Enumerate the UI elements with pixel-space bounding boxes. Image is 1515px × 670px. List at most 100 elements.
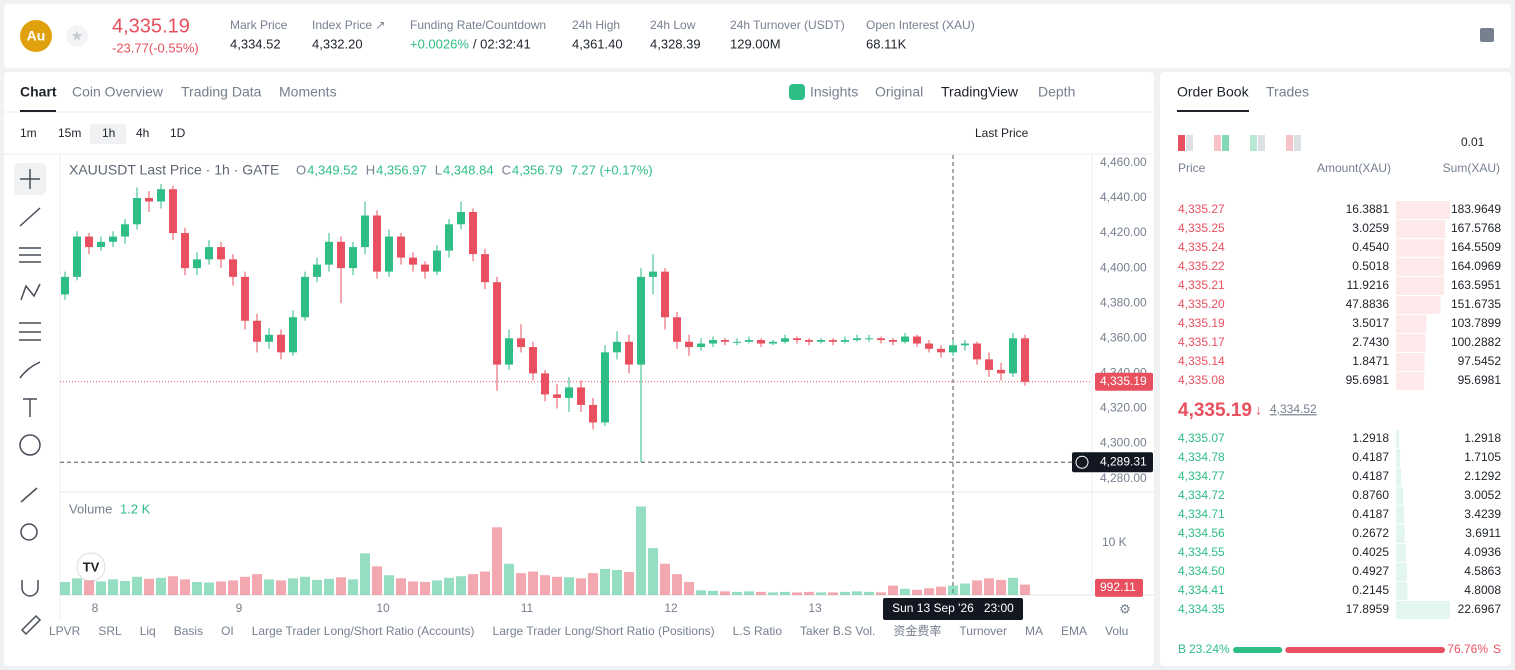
- depth-bar: [1396, 449, 1401, 467]
- x-tick-label: 10: [376, 601, 390, 615]
- ob-sum: 164.0969: [1451, 259, 1501, 273]
- indicator[interactable]: Large Trader Long/Short Ratio (Accounts): [252, 624, 475, 638]
- volume-bar: [144, 578, 154, 595]
- view-tab[interactable]: Original: [875, 84, 923, 100]
- volume-bar: [396, 578, 406, 595]
- depth-bar: [1396, 201, 1450, 219]
- ratio-s-value: 76.76%: [1447, 642, 1488, 656]
- ob-view: [1186, 135, 1193, 151]
- volume-bar: [648, 548, 658, 595]
- indicator[interactable]: Turnover: [959, 624, 1007, 638]
- interval[interactable]: 15m: [58, 126, 81, 140]
- interval[interactable]: 1h: [102, 126, 115, 140]
- interval-active: [90, 124, 126, 144]
- ob-amount: 1.8471: [1352, 354, 1389, 368]
- tab[interactable]: Coin Overview: [72, 84, 164, 100]
- header-bar: [4, 4, 1511, 68]
- indicator[interactable]: Volu: [1105, 624, 1128, 638]
- ob-tab[interactable]: Trades: [1266, 84, 1309, 100]
- ob-col: Amount(XAU): [1317, 161, 1391, 175]
- candle-body: [397, 236, 405, 258]
- candle-body: [505, 338, 513, 365]
- ob-view[interactable]: [1214, 135, 1221, 151]
- tab[interactable]: Chart: [20, 84, 57, 100]
- axis-settings[interactable]: ⚙: [1119, 601, 1131, 616]
- price-source[interactable]: Last Price: [975, 126, 1029, 140]
- candle-body: [613, 341, 621, 353]
- ob-sum: 4.8008: [1464, 583, 1501, 597]
- volume-bar: [768, 592, 778, 595]
- favorite[interactable]: [66, 25, 88, 47]
- depth-bar: [1396, 430, 1400, 448]
- ob-view[interactable]: [1250, 135, 1257, 151]
- volume-bar: [1020, 584, 1030, 595]
- ob-precision[interactable]: 0.01: [1461, 135, 1485, 149]
- indicator[interactable]: LPVR: [49, 624, 81, 638]
- candle-body: [265, 334, 273, 342]
- candle-body: [745, 340, 753, 342]
- indicator[interactable]: MA: [1025, 624, 1043, 638]
- view-tab[interactable]: TradingView: [941, 84, 1019, 100]
- indicator[interactable]: Taker B.S Vol.: [800, 624, 875, 638]
- stat-extra: / 02:32:41: [473, 36, 531, 51]
- ob-amount: 3.5017: [1352, 316, 1389, 330]
- ob-sum: 151.6735: [1451, 297, 1501, 311]
- y-tick-label: 4,280.00: [1100, 471, 1147, 485]
- view-tab[interactable]: Insights: [810, 84, 858, 100]
- volume-bar: [564, 577, 574, 595]
- last-price-label: 4,335.19: [1100, 374, 1147, 388]
- indicator[interactable]: Large Trader Long/Short Ratio (Positions…: [493, 624, 715, 638]
- ob-view[interactable]: [1286, 135, 1293, 151]
- candle-body: [133, 197, 141, 225]
- volume-bar: [360, 553, 370, 595]
- ohlc-key: C: [502, 162, 511, 177]
- indicator[interactable]: 资金费率: [893, 623, 941, 638]
- depth-bar: [1396, 239, 1445, 257]
- view-tab[interactable]: Depth: [1038, 84, 1075, 100]
- candle-body: [457, 212, 465, 225]
- candle-body: [841, 340, 849, 342]
- indicator[interactable]: OI: [221, 624, 234, 638]
- ob-sum: 163.5951: [1451, 278, 1501, 292]
- interval[interactable]: 1m: [20, 126, 37, 140]
- tab[interactable]: Trading Data: [181, 84, 262, 100]
- depth-bar: [1396, 506, 1405, 524]
- indicator[interactable]: L.S Ratio: [733, 624, 783, 638]
- candle-body: [649, 271, 657, 277]
- indicator[interactable]: Basis: [174, 624, 203, 638]
- ob-tab[interactable]: Order Book: [1177, 84, 1250, 100]
- depth-bar: [1396, 582, 1408, 600]
- volume-bar: [324, 578, 334, 595]
- depth-bar: [1396, 544, 1406, 562]
- star: ★: [71, 28, 84, 44]
- volume-bar: [132, 576, 142, 595]
- candle-body: [553, 394, 561, 398]
- indicator[interactable]: SRL: [98, 624, 122, 638]
- ob-sum: 100.2882: [1451, 335, 1501, 349]
- ob-view: [1258, 135, 1265, 151]
- tv-logo: TV: [83, 559, 100, 574]
- stat-label: 24h Low: [650, 18, 696, 32]
- candle-body: [817, 340, 825, 342]
- indicator[interactable]: Liq: [140, 624, 156, 638]
- candle-body: [325, 241, 333, 265]
- y-tick-label: 4,400.00: [1100, 260, 1147, 274]
- ob-view[interactable]: [1178, 135, 1185, 151]
- buy-ratio: [1233, 647, 1283, 653]
- depth-bar: [1396, 353, 1425, 371]
- tab[interactable]: Moments: [279, 84, 337, 100]
- chart-title: XAUUSDT Last Price · 1h · GATE: [69, 162, 279, 178]
- candle-body: [937, 348, 945, 353]
- candle-body: [169, 189, 177, 234]
- candle-body: [229, 259, 237, 277]
- candle-body: [985, 359, 993, 370]
- settings-icon[interactable]: [1480, 28, 1494, 42]
- ob-sum: 3.6911: [1465, 526, 1501, 540]
- interval[interactable]: 1D: [170, 126, 186, 140]
- stat-label: 24h High: [572, 18, 620, 32]
- indicator[interactable]: EMA: [1061, 624, 1087, 638]
- time-box: [883, 598, 1023, 620]
- interval[interactable]: 4h: [136, 126, 149, 140]
- depth-bar: [1396, 258, 1445, 276]
